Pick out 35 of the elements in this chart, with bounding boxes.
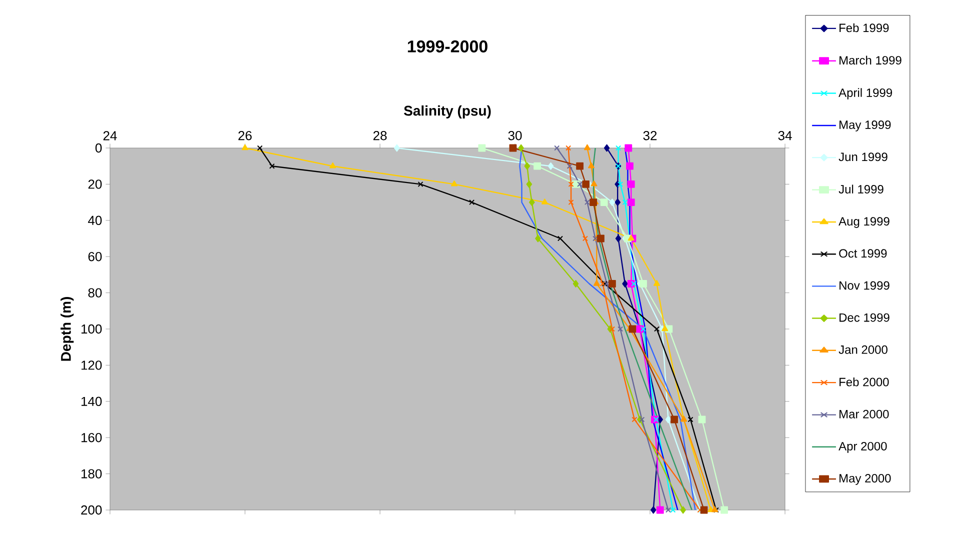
legend-label: April 1999 (838, 88, 892, 100)
y-tick-label: 80 (88, 288, 102, 298)
y-tick-label: 0 (95, 143, 102, 153)
x-tick-label: 26 (238, 130, 252, 140)
y-tick-label: 20 (88, 180, 102, 189)
y-tick-label: 200 (81, 505, 102, 515)
x-tick-label: 34 (778, 130, 792, 140)
legend-label: March 1999 (840, 56, 902, 65)
y-tick-label: 180 (82, 469, 102, 478)
chart-title: 1999-2000 (408, 40, 488, 52)
y-tick-label: 160 (82, 433, 102, 442)
legend-label: Nov 1999 (840, 281, 890, 290)
legend-label: Jan 2000 (838, 345, 888, 354)
legend-label: Feb 1999 (840, 23, 889, 32)
x-tick-label: 30 (508, 130, 522, 140)
x-tick-label: 24 (103, 131, 117, 140)
y-axis-title: Depth (m) (60, 297, 74, 361)
legend-label: Oct 1999 (839, 249, 887, 258)
legend-label: May 2000 (840, 474, 891, 485)
legend-label: Jun 1999 (838, 152, 888, 162)
legend-label: May 1999 (840, 120, 891, 132)
legend-label: Aug 1999 (838, 217, 890, 228)
x-axis-title: Salinity (psu) (404, 105, 491, 118)
y-tick-label: 120 (82, 360, 102, 370)
legend-label: Jul 1999 (838, 184, 884, 194)
legend-label: Mar 2000 (840, 410, 889, 418)
y-tick-label: 140 (82, 396, 102, 406)
y-tick-label: 100 (82, 324, 102, 334)
legend-label: Apr 2000 (838, 442, 887, 453)
legend-label: Dec 1999 (840, 313, 890, 322)
legend-label: Feb 2000 (840, 377, 889, 386)
x-tick-label: 32 (643, 130, 657, 140)
y-tick-label: 60 (88, 252, 102, 262)
y-tick-label: 40 (88, 216, 102, 225)
x-tick-label: 28 (373, 130, 387, 140)
